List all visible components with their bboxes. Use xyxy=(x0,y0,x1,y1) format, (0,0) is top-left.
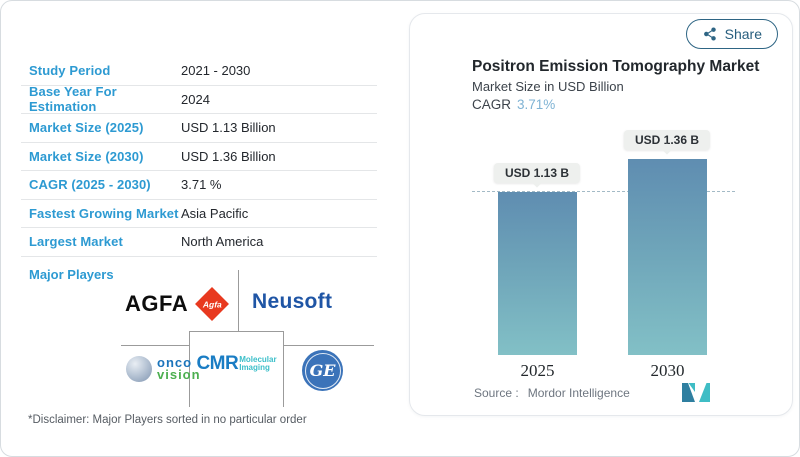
logo-grid-center-cell xyxy=(189,331,284,407)
row-value: Asia Pacific xyxy=(181,205,249,221)
source-label: Source : xyxy=(474,386,519,400)
table-row: Market Size (2030) USD 1.36 Billion xyxy=(21,143,377,171)
bar-2030 xyxy=(628,159,707,355)
bar-value-label-2025: USD 1.13 B xyxy=(493,163,581,183)
agfa-wordmark: AGFA xyxy=(125,291,189,316)
disclaimer-text: *Disclaimer: Major Players sorted in no … xyxy=(28,414,307,426)
row-label: Base Year For Estimation xyxy=(29,84,117,115)
table-row: CAGR (2025 - 2030) 3.71 % xyxy=(21,171,377,200)
source-row: Source : Mordor Intelligence xyxy=(474,386,630,400)
agfa-logo: AGFA Agfa xyxy=(125,287,230,321)
oncovision-logo: onco vision xyxy=(126,356,201,382)
share-button[interactable]: Share xyxy=(685,19,778,49)
table-row: Largest Market North America xyxy=(21,228,377,257)
table-row: Study Period 2021 - 2030 xyxy=(21,57,377,86)
cmr-word-molecular: Molecular xyxy=(239,354,277,364)
bar-value-label-2030: USD 1.36 B xyxy=(623,130,711,150)
cmr-wordmark: CMR xyxy=(196,353,239,374)
chart-title: Positron Emission Tomography Market xyxy=(472,58,760,75)
x-axis-label-2030: 2030 xyxy=(650,361,685,380)
row-label: Study Period xyxy=(29,63,111,79)
chart-card: Share Positron Emission Tomography Marke… xyxy=(409,13,793,416)
cmr-molecular-imaging-logo: CMR Molecular Imaging xyxy=(189,353,284,375)
row-label: CAGR (2025 - 2030) xyxy=(29,177,151,193)
table-row: Market Size (2025) USD 1.13 Billion xyxy=(21,114,377,143)
mordor-intelligence-icon xyxy=(682,383,710,402)
neusoft-logo: Neusoft xyxy=(252,290,333,313)
cagr-row: CAGR 3.71% xyxy=(472,97,555,112)
share-icon xyxy=(703,27,716,41)
row-value: North America xyxy=(181,234,264,250)
row-value: 2024 xyxy=(181,91,210,107)
row-value: 3.71 % xyxy=(181,177,222,193)
bar-2025 xyxy=(498,192,577,355)
ge-monogram: GE xyxy=(309,361,336,380)
row-label: Largest Market xyxy=(29,234,123,250)
chart-subtitle: Market Size in USD Billion xyxy=(472,79,624,94)
cmr-word-imaging: Imaging xyxy=(239,363,270,372)
logo-grid-divider-vertical xyxy=(238,270,239,331)
agfa-diamond-icon: Agfa xyxy=(195,287,230,321)
row-label: Market Size (2030) xyxy=(29,148,144,164)
ge-logo: GE xyxy=(302,350,343,391)
row-label: Fastest Growing Market xyxy=(29,205,179,221)
row-label: Market Size (2025) xyxy=(29,120,144,136)
oncovision-sphere-icon xyxy=(126,356,152,382)
row-value: USD 1.13 Billion xyxy=(181,120,276,136)
reference-dashline xyxy=(472,191,735,192)
row-value: 2021 - 2030 xyxy=(181,63,251,79)
table-row: Fastest Growing Market Asia Pacific xyxy=(21,200,377,228)
market-info-table: Study Period 2021 - 2030 Base Year For E… xyxy=(21,57,377,257)
logo-grid-divider-left xyxy=(121,345,189,346)
logo-grid-divider-right xyxy=(284,345,374,346)
source-name: Mordor Intelligence xyxy=(527,386,630,400)
cagr-value: 3.71% xyxy=(517,97,556,112)
row-value: USD 1.36 Billion xyxy=(181,148,276,164)
share-button-label: Share xyxy=(724,26,762,42)
x-axis-label-2025: 2025 xyxy=(520,361,555,380)
oncovision-word-onco: onco xyxy=(157,355,193,370)
major-players-heading: Major Players xyxy=(29,267,114,282)
oncovision-word-vision: vision xyxy=(157,367,201,382)
cagr-label: CAGR xyxy=(472,97,512,112)
table-row: Base Year For Estimation 2024 xyxy=(21,84,377,115)
